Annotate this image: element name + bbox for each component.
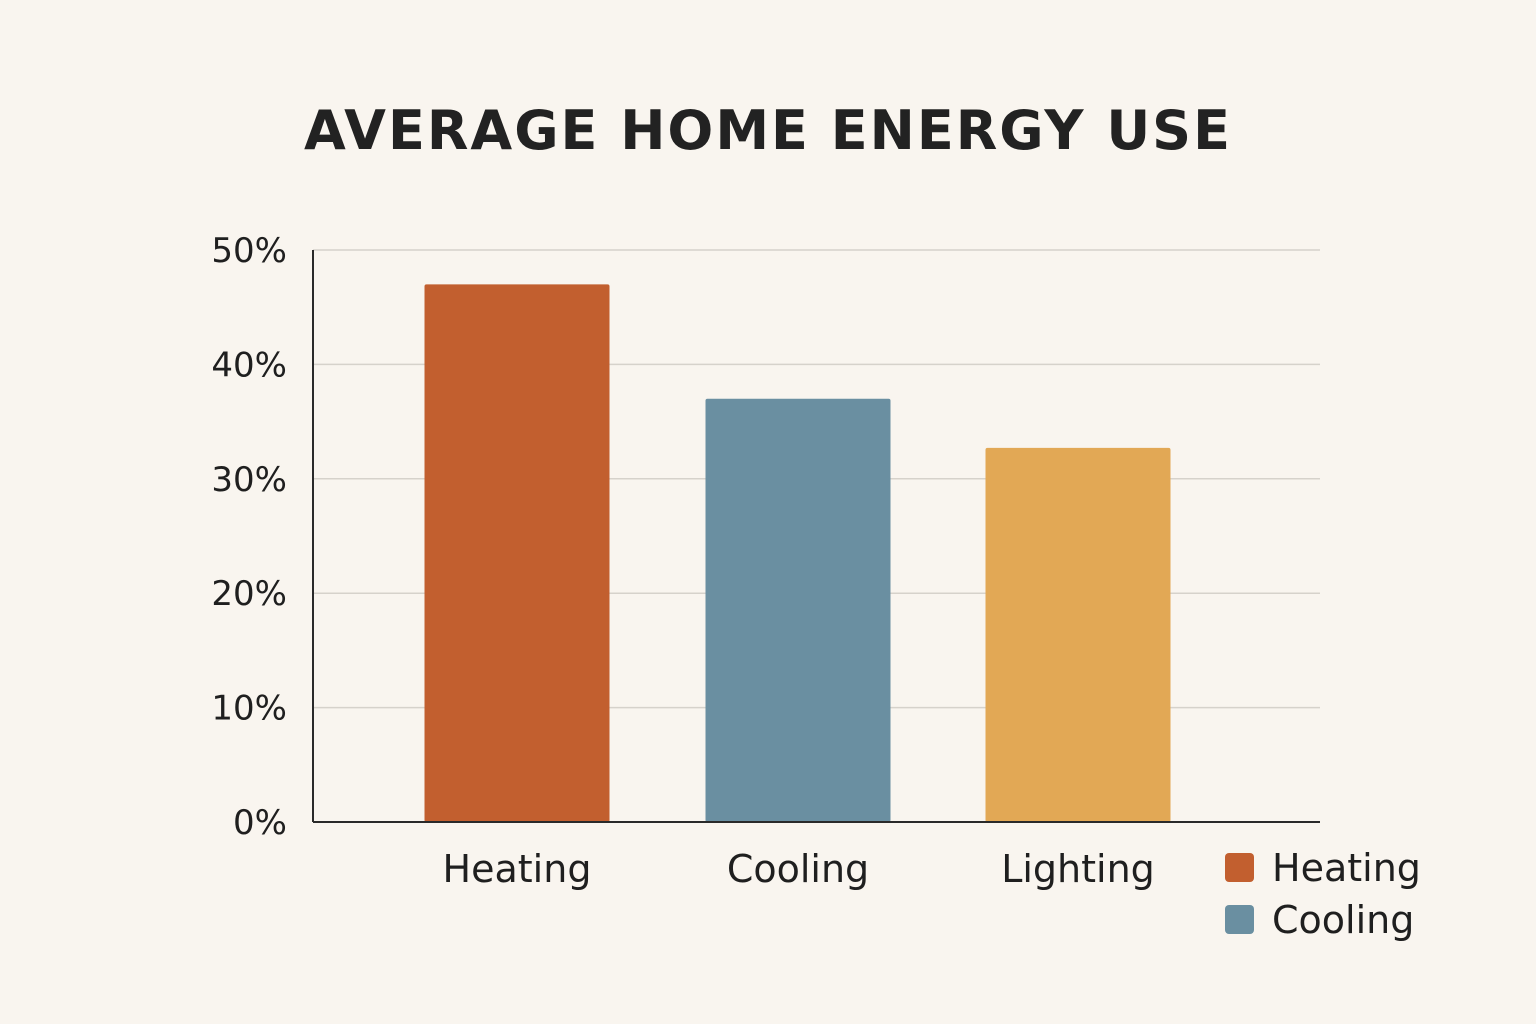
x-category-labels: Heating Cooling Lighting: [443, 847, 1155, 891]
legend-label: Heating: [1272, 846, 1421, 890]
legend-label: Cooling: [1272, 898, 1414, 942]
y-tick-label: 10%: [211, 689, 287, 729]
axes: [312, 250, 1320, 823]
legend-swatch: [1225, 853, 1254, 882]
y-tick-label: 0%: [233, 803, 287, 843]
legend: Heating Cooling: [1225, 846, 1421, 942]
y-tick-label: 50%: [211, 231, 287, 271]
x-category-label: Lighting: [1001, 847, 1155, 891]
legend-swatch: [1225, 905, 1254, 934]
x-category-label: Heating: [443, 847, 592, 891]
y-tick-labels: 0% 10% 20% 30% 40% 50%: [211, 231, 287, 843]
y-tick-label: 20%: [211, 574, 287, 614]
x-category-label: Cooling: [727, 847, 869, 891]
bar-lighting: [985, 447, 1171, 822]
chart-title: AVERAGE HOME ENERGY USE: [304, 99, 1232, 162]
y-tick-label: 30%: [211, 460, 287, 500]
bar-cooling: [705, 398, 891, 822]
y-tick-label: 40%: [211, 345, 287, 385]
bars: [424, 284, 1171, 822]
bar-heating: [424, 284, 610, 822]
